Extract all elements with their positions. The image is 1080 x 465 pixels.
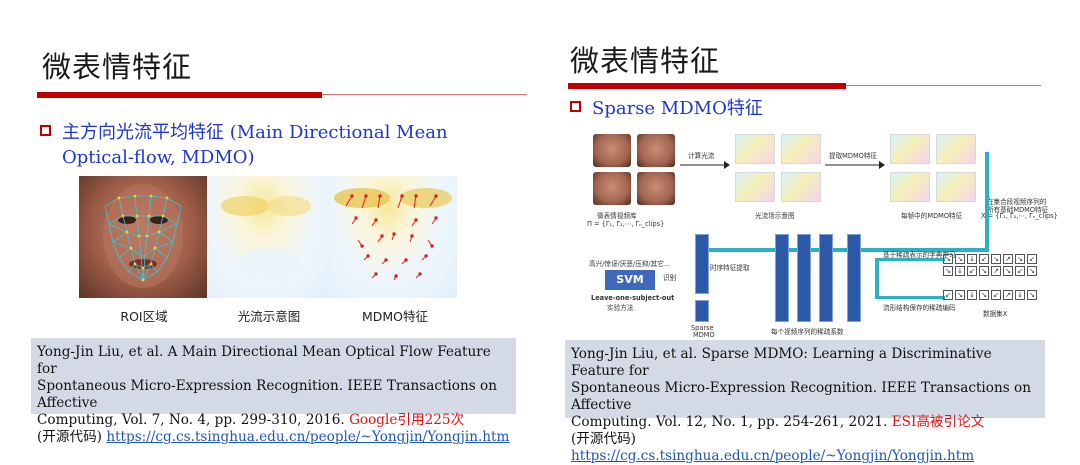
citation-line-3: Computing, Vol. 7, No. 4, pp. 299-310, 2… — [37, 412, 345, 428]
slide-sparse-mdmo: 微表情特征 Sparse MDMO特征 Yong-Jin Liu, et al.… — [540, 0, 1080, 464]
label-mdmo-per-frame: 每帧中的MDMO特征 — [901, 212, 963, 220]
mdmo-thumbnail — [936, 172, 976, 202]
caption-mdmo: MDMO特征 — [361, 309, 429, 324]
title-underline — [37, 92, 322, 98]
label-dict-learning: 基于稀疏表示的字典学习 — [883, 251, 956, 259]
roi-face-image — [79, 176, 207, 298]
label-loso-1: Leave-one-subject-out — [591, 294, 675, 302]
sparse-mdmo-pipeline-diagram: 微表情视频库 Π = {Γ₁, Γ₂,⋯, Γₙ_clips} 计算光流 光流场… — [585, 122, 1058, 339]
citation-line-2: Spontaneous Micro-Expression Recognition… — [571, 380, 1031, 413]
label-sparse-1: Sparse — [691, 324, 714, 332]
label-extract-mdmo: 提取MDMO特征 — [829, 152, 878, 160]
title-rule — [322, 94, 527, 95]
citation-box: Yong-Jin Liu, et al. Sparse MDMO: Learni… — [565, 340, 1045, 464]
label-classes: 高兴/惊讶/厌恶/压抑/其它... — [589, 260, 671, 268]
label-all-features-1: 在集合段视频序列的 — [987, 198, 1047, 206]
connector-line — [875, 258, 945, 261]
optical-flow-image — [207, 176, 332, 298]
flow-thumbnail — [781, 134, 821, 164]
face-thumbnail — [637, 172, 675, 205]
face-thumbnail — [593, 134, 631, 167]
label-temporal: 时序特征提取 — [710, 264, 750, 272]
bullet-text: 主方向光流平均特征 (Main Directional Mean Optical… — [62, 120, 448, 170]
open-source-label: (开源代码) — [571, 431, 636, 447]
connector-line — [875, 258, 879, 298]
label-compute-flow: 计算光流 — [688, 152, 715, 160]
feature-column — [819, 234, 833, 322]
roi-mesh — [103, 184, 183, 288]
dictionary-grid: ↘ ↘ ↓ ↙ ↘ ↗ ↘ ↙ ↘ ↓ ↙ ↘ ↗ ↘ ↙ ↘ — [943, 254, 1037, 276]
label-all-features-2: 所有基础MDMO特征 — [987, 206, 1049, 214]
mdmo-arrows — [334, 188, 452, 281]
caption-flow: 光流示意图 — [237, 309, 301, 324]
feature-column — [775, 234, 789, 322]
citation-line-2: Spontaneous Micro-Expression Recognition… — [37, 378, 497, 411]
connector-line — [695, 248, 989, 252]
title-underline — [568, 83, 846, 89]
label-video-db: 微表情视频库 — [597, 212, 637, 220]
svm-block: SVM — [605, 270, 655, 290]
label-sparse-2: MDMO — [693, 331, 715, 339]
label-recognize: 识别 — [663, 274, 677, 282]
flow-thumbnail — [735, 134, 775, 164]
mdmo-feature-image — [332, 176, 457, 298]
slide-title: 微表情特征 — [42, 50, 193, 84]
label-all-features-3: X = {Γ₁, Γ₂,⋯, Γₙ_clips} — [981, 212, 1058, 220]
bullet-line-1: 主方向光流平均特征 (Main Directional Mean — [62, 122, 448, 143]
bullet-line-2: Optical-flow, MDMO) — [62, 147, 255, 168]
label-loso-2: 实验方法 — [607, 304, 634, 312]
bullet-square-icon — [570, 101, 581, 112]
feature-column — [797, 234, 811, 322]
label-video-formula: Π = {Γ₁, Γ₂,⋯, Γₙ_clips} — [587, 220, 665, 228]
arrow-extract-mdmo — [825, 161, 885, 169]
connector-line — [875, 296, 945, 299]
connector-line — [985, 152, 989, 252]
face-thumbnail — [593, 172, 631, 205]
title-rule — [846, 85, 1041, 86]
face-thumbnail — [637, 134, 675, 167]
arrow-compute-flow — [680, 161, 730, 169]
feature-column — [695, 300, 709, 322]
open-source-label: (开源代码) — [37, 429, 102, 445]
label-sparse-coeff: 每个视频序列的稀疏系数 — [771, 328, 844, 336]
mdmo-thumbnail — [890, 134, 930, 164]
flow-thumbnail — [781, 172, 821, 202]
bullet-square-icon — [40, 125, 51, 136]
citation-line-1: Yong-Jin Liu, et al. A Main Directional … — [37, 344, 491, 377]
open-source-link[interactable]: https://cg.cs.tsinghua.edu.cn/people/~Yo… — [571, 448, 975, 464]
label-flow-diagram: 光流场示意图 — [755, 212, 795, 220]
citation-box: Yong-Jin Liu, et al. A Main Directional … — [31, 338, 516, 445]
citation-award-badge: ESI高被引论文 — [891, 414, 985, 430]
citation-count-badge: Google引用225次 — [349, 412, 465, 428]
label-dictionary: 数据集X — [983, 310, 1008, 318]
label-preserve: 流形结构保存的稀疏编码 — [883, 304, 956, 312]
caption-roi: ROI区域 — [120, 309, 168, 324]
citation-line-1: Yong-Jin Liu, et al. Sparse MDMO: Learni… — [571, 346, 992, 379]
flow-overlay — [221, 196, 311, 280]
feature-column — [847, 234, 861, 322]
dictionary-grid: ↙ ↘ ↓ ↘ ↙ ↗ ↓ ↘ — [943, 290, 1037, 300]
mdmo-thumbnail — [936, 134, 976, 164]
slide-title: 微表情特征 — [570, 44, 721, 78]
bullet-text: Sparse MDMO特征 — [592, 98, 763, 119]
mdmo-thumbnail — [890, 172, 930, 202]
flow-thumbnail — [735, 172, 775, 202]
feature-column — [695, 234, 709, 294]
citation-line-3: Computing. Vol. 12, No. 1, pp. 254-261, … — [571, 414, 888, 430]
open-source-link[interactable]: https://cg.cs.tsinghua.edu.cn/people/~Yo… — [106, 429, 510, 445]
slide-mdmo: 微表情特征 主方向光流平均特征 (Main Directional Mean O… — [0, 0, 540, 445]
